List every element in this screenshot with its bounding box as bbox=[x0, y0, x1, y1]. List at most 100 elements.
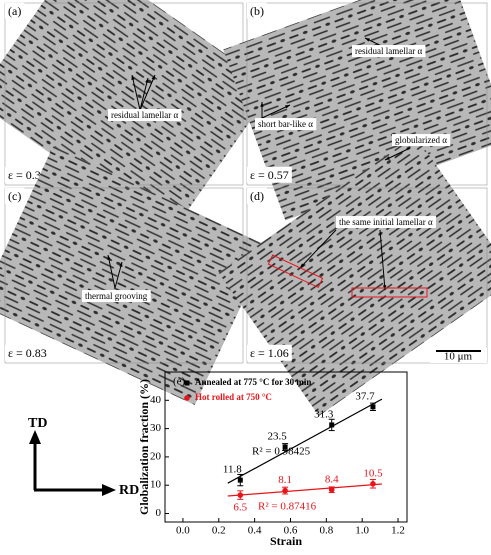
arrowhead bbox=[260, 102, 264, 107]
annotation-label-box bbox=[392, 134, 451, 147]
y-tick-label: 20 bbox=[150, 450, 162, 462]
micrographs: (a) ε = 0.32 (b) ε = 0.57 (c) ε = 0.83 (d) ε = … bbox=[0, 0, 491, 417]
panel-label: (c) bbox=[8, 189, 21, 203]
y-tick-label: 40 bbox=[150, 394, 162, 406]
strain-label: ε = 0.83 bbox=[8, 346, 47, 360]
scale-bar: 10 μm bbox=[430, 348, 487, 363]
x-axis-label: Strain bbox=[270, 534, 302, 548]
td-label: TD bbox=[28, 416, 47, 431]
arrowhead bbox=[151, 75, 155, 80]
annotation-arrow bbox=[379, 229, 386, 291]
point bbox=[370, 480, 376, 487]
strain-label-box bbox=[247, 344, 292, 361]
annotation-label-box bbox=[336, 216, 436, 229]
legend-label: Annealed at 775 °C for 30 min bbox=[195, 377, 311, 387]
value-label: 11.8 bbox=[223, 464, 242, 476]
y-axis-label: Globalization fraction (%) bbox=[137, 379, 151, 515]
series: 6.5 8.1 8.4 10.5 R² = 0.87416 Hot rolled at 7… bbox=[184, 392, 383, 514]
strain-label-box bbox=[5, 344, 50, 361]
strain-label: ε = 1.06 bbox=[250, 346, 289, 360]
point bbox=[282, 487, 288, 494]
x-tick-label: 0.2 bbox=[212, 525, 226, 537]
highlight-box bbox=[267, 254, 324, 289]
micrograph bbox=[223, 0, 491, 221]
annotation: residual lamellar α bbox=[108, 74, 182, 122]
annotation: short bar-like α bbox=[255, 102, 317, 131]
rd-arrowhead bbox=[102, 484, 116, 496]
y-tick-label: 10 bbox=[150, 479, 162, 491]
fit-line bbox=[227, 483, 382, 497]
point bbox=[237, 492, 244, 498]
legend-marker bbox=[184, 395, 190, 401]
panel: (c) ε = 0.83 bbox=[0, 145, 269, 406]
arrowhead bbox=[107, 255, 111, 260]
y-tick-label: 0 bbox=[156, 507, 162, 519]
panel-label-box bbox=[247, 187, 267, 204]
annotation-arrow bbox=[139, 74, 156, 111]
strain-label: ε = 0.32 bbox=[8, 168, 47, 182]
annotation-arrow bbox=[107, 254, 116, 289]
annotation-label: the same initial lamellar α bbox=[339, 217, 433, 227]
annotation-label: residual lamellar α bbox=[111, 110, 178, 120]
panel: (d) ε = 1.06 bbox=[218, 134, 491, 417]
annotation: thermal grooving bbox=[82, 254, 151, 303]
annotation-label: globularized α bbox=[395, 135, 447, 145]
point bbox=[237, 477, 243, 483]
arrowhead bbox=[131, 75, 135, 80]
x-tick-label: 1.0 bbox=[355, 525, 369, 537]
value-label: 37.7 bbox=[355, 390, 375, 402]
arrowhead bbox=[365, 38, 370, 42]
y-tick-label: 30 bbox=[150, 422, 162, 434]
annotation-label: thermal grooving bbox=[85, 291, 148, 301]
micrograph-frame bbox=[246, 187, 488, 364]
plot-frame bbox=[164, 371, 408, 523]
panel-label-box bbox=[247, 2, 267, 19]
series: 11.8 23.5 31.3 37.7 R² = 0.98425 Annealed at … bbox=[184, 377, 383, 487]
point bbox=[282, 444, 288, 450]
annotation-label-box bbox=[352, 45, 426, 58]
panel: (b) ε = 0.57 bbox=[223, 0, 491, 221]
strain-label: ε = 0.57 bbox=[250, 168, 289, 182]
annotation-arrow bbox=[299, 229, 337, 269]
value-label: 8.4 bbox=[325, 473, 339, 485]
value-label: 6.5 bbox=[233, 502, 247, 514]
panel-label-box bbox=[5, 187, 25, 204]
fit-label: R² = 0.98425 bbox=[252, 446, 311, 458]
value-label: 23.5 bbox=[267, 431, 287, 443]
chart-title: (e) bbox=[173, 376, 186, 388]
strain-label-box bbox=[247, 166, 292, 183]
annotation-arrow bbox=[131, 74, 141, 111]
arrowhead bbox=[285, 105, 290, 109]
arrowhead bbox=[385, 156, 390, 160]
highlight-box bbox=[351, 287, 428, 298]
x-tick-label: 0.6 bbox=[284, 525, 298, 537]
rd-label: RD bbox=[119, 483, 139, 498]
panel-label: (a) bbox=[8, 4, 21, 18]
annotation-arrow bbox=[139, 77, 149, 111]
micrograph bbox=[0, 0, 274, 237]
x-tick-label: 1.2 bbox=[391, 525, 405, 537]
arrowhead bbox=[300, 263, 305, 268]
td-arrowhead bbox=[29, 430, 41, 444]
annotation-arrow bbox=[261, 104, 291, 119]
value-label: 31.3 bbox=[314, 408, 334, 420]
annotation-label: residual lamellar α bbox=[355, 46, 422, 56]
annotation: globularized α bbox=[384, 134, 451, 161]
legend-label: Hot rolled at 750 °C bbox=[195, 392, 272, 402]
x-tick-label: 0.4 bbox=[248, 525, 262, 537]
panel-label-box bbox=[5, 2, 25, 19]
legend-marker bbox=[184, 380, 190, 386]
point bbox=[370, 404, 376, 410]
value-label: 10.5 bbox=[363, 467, 383, 479]
value-label: 8.1 bbox=[278, 474, 292, 486]
arrowhead bbox=[119, 262, 123, 267]
fit-label: R² = 0.87416 bbox=[258, 501, 317, 513]
annotation: residual lamellar α bbox=[352, 37, 426, 58]
annotation-label-box bbox=[255, 118, 317, 131]
fit-line bbox=[227, 398, 383, 484]
x-tick-label: 0.0 bbox=[176, 525, 190, 537]
micrograph bbox=[218, 134, 491, 417]
panel: (a) ε = 0.32 bbox=[0, 0, 274, 237]
scale-bar-label: 10 μm bbox=[444, 351, 473, 363]
